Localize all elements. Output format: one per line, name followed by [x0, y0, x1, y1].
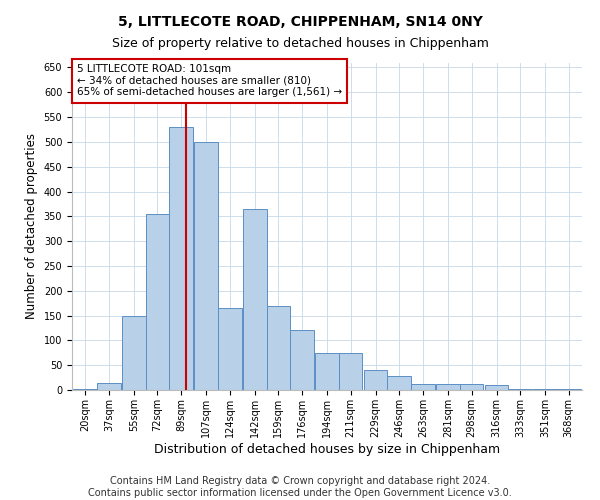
Bar [73, 388, 97, 390]
Bar [122, 316, 146, 390]
Bar [218, 308, 242, 390]
Bar [146, 214, 169, 390]
Text: 5, LITTLECOTE ROAD, CHIPPENHAM, SN14 0NY: 5, LITTLECOTE ROAD, CHIPPENHAM, SN14 0NY [118, 15, 482, 29]
Bar [364, 370, 388, 390]
Bar [411, 384, 434, 390]
Bar [97, 382, 121, 390]
X-axis label: Distribution of detached houses by size in Chippenham: Distribution of detached houses by size … [154, 442, 500, 456]
Text: Contains HM Land Registry data © Crown copyright and database right 2024.
Contai: Contains HM Land Registry data © Crown c… [88, 476, 512, 498]
Bar [315, 353, 339, 390]
Bar [557, 389, 581, 390]
Bar [339, 353, 362, 390]
Text: 5 LITTLECOTE ROAD: 101sqm
← 34% of detached houses are smaller (810)
65% of semi: 5 LITTLECOTE ROAD: 101sqm ← 34% of detac… [77, 64, 342, 98]
Y-axis label: Number of detached properties: Number of detached properties [25, 133, 38, 320]
Bar [436, 384, 460, 390]
Bar [169, 127, 193, 390]
Text: Size of property relative to detached houses in Chippenham: Size of property relative to detached ho… [112, 38, 488, 51]
Bar [508, 389, 532, 390]
Bar [388, 376, 411, 390]
Bar [266, 306, 290, 390]
Bar [290, 330, 314, 390]
Bar [243, 209, 266, 390]
Bar [533, 389, 557, 390]
Bar [460, 384, 484, 390]
Bar [485, 385, 508, 390]
Bar [194, 142, 218, 390]
